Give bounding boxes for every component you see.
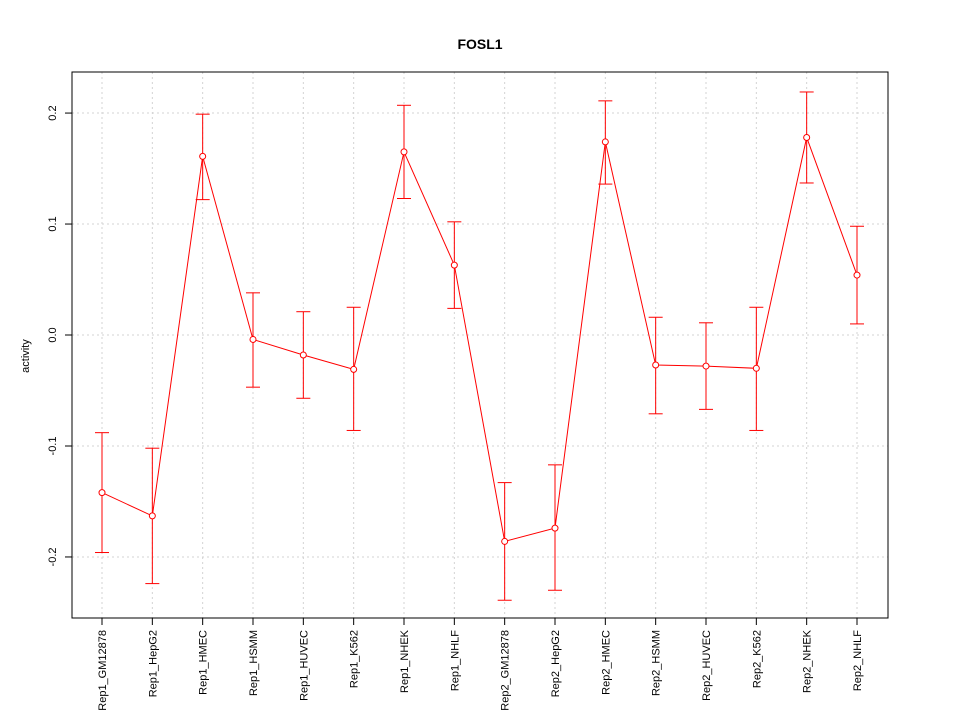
x-tick-label: Rep2_K562 — [751, 630, 763, 688]
x-tick-label: Rep2_HepG2 — [550, 630, 562, 697]
x-tick-label: Rep2_NHLF — [852, 630, 864, 691]
data-point — [853, 271, 861, 279]
data-point — [199, 152, 207, 160]
data-point — [702, 362, 710, 370]
x-tick-label: Rep2_NHEK — [802, 629, 814, 693]
data-point — [98, 489, 106, 497]
y-axis: -0.2 -0.1 0.0 0.1 0.2 — [47, 105, 73, 566]
x-tick-label: Rep2_GM12878 — [500, 630, 512, 711]
data-point — [400, 148, 408, 156]
x-axis: Rep1_GM12878 Rep1_HepG2 Rep1_HMEC Rep1_HSMM… — [97, 617, 864, 711]
y-tick-label: 0.1 — [47, 216, 59, 231]
x-tick-label: Rep1_HSMM — [248, 630, 260, 696]
data-point — [350, 365, 358, 373]
x-tick-label: Rep2_HSMM — [651, 630, 663, 696]
y-tick-label: 0.0 — [47, 327, 59, 342]
data-point — [601, 138, 609, 146]
data-point — [450, 261, 458, 269]
data-point — [249, 335, 257, 343]
data-point — [299, 351, 307, 359]
plot-frame — [71, 71, 889, 619]
y-tick-label: 0.2 — [47, 105, 59, 120]
x-tick-label: Rep1_HMEC — [198, 630, 210, 695]
data-point — [752, 364, 760, 372]
grid — [72, 72, 888, 618]
x-tick-label: Rep1_HepG2 — [147, 630, 159, 697]
data-point — [803, 133, 811, 141]
chart-title: FOSL1 — [457, 36, 502, 52]
x-tick-label: Rep1_K562 — [349, 630, 361, 688]
data-point — [501, 537, 509, 545]
x-tick-label: Rep1_NHLF — [449, 630, 461, 691]
data-point — [652, 361, 660, 369]
x-tick-label: Rep1_NHEK — [399, 629, 411, 693]
y-tick-label: -0.2 — [47, 547, 59, 566]
x-tick-label: Rep1_GM12878 — [97, 630, 109, 711]
x-tick-label: Rep2_HMEC — [600, 630, 612, 695]
series-activity — [95, 91, 864, 601]
y-tick-label: -0.1 — [47, 437, 59, 456]
x-tick-label: Rep2_HUVEC — [701, 630, 713, 701]
y-axis-label: activity — [20, 339, 32, 373]
data-point — [551, 524, 559, 532]
x-tick-label: Rep1_HUVEC — [298, 630, 310, 701]
data-point — [148, 512, 156, 520]
series-line — [101, 135, 858, 543]
